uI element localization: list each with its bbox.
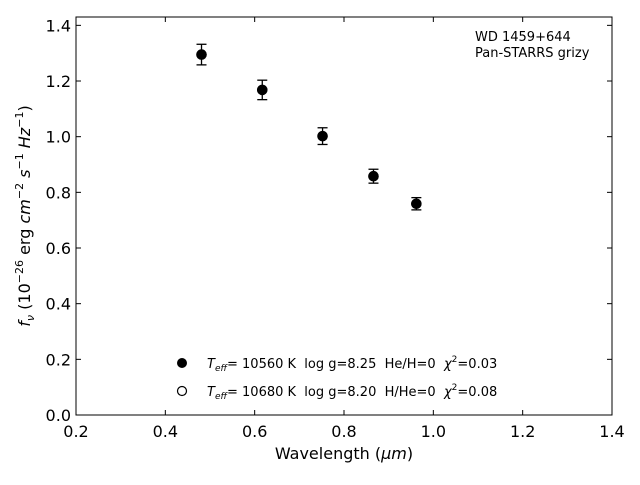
x-tick-label: 0.8: [331, 422, 356, 441]
data-marks: [196, 43, 422, 211]
y-tick-label: 0.6: [46, 239, 71, 258]
x-tick-label: 1.2: [510, 422, 535, 441]
data-point-filled: [256, 84, 268, 96]
y-tick-label: 0.0: [46, 406, 71, 425]
y-axis-label: fν (10−26 erg cm−2 s−1 Hz−1): [13, 105, 37, 326]
legend-marker-filled: [177, 358, 187, 368]
data-point-filled: [317, 130, 328, 142]
x-tick-label: 0.6: [242, 422, 267, 441]
legend: Teff= 10560 K log g=8.25 He/H=0 χ2=0.03 …: [176, 355, 497, 402]
x-tick-label: 0.2: [63, 422, 88, 441]
y-tick-label: 0.2: [46, 350, 71, 369]
annotation-line-2: Pan-STARRS grizy: [475, 46, 590, 61]
x-axis-label: Wavelength (μm): [275, 444, 413, 463]
legend-entry-1: Teff= 10560 K log g=8.25 He/H=0 χ2=0.03: [207, 355, 497, 374]
data-point-filled: [196, 49, 207, 60]
annotation-line-1: WD 1459+644: [475, 30, 571, 45]
axis-ticks: 0.2 0.4 0.6 0.8 1.0 1.2 1.40.00.20.40.60.81.01…: [46, 16, 625, 441]
y-tick-label: 0.4: [46, 295, 71, 314]
y-tick-label: 0.8: [46, 183, 71, 202]
x-tick-label: 0.4: [153, 422, 178, 441]
x-tick-label: 1.0: [421, 422, 446, 441]
data-point-filled: [411, 198, 422, 210]
y-tick-label: 1.0: [46, 128, 71, 147]
x-tick-label: 1.4: [599, 422, 624, 441]
legend-marker-open: [176, 385, 188, 397]
y-tick-label: 1.4: [46, 16, 71, 35]
plot-frame: [75, 16, 613, 416]
data-point-filled: [368, 170, 379, 182]
y-tick-label: 1.2: [46, 72, 71, 91]
legend-entry-2: Teff= 10680 K log g=8.20 H/He=0 χ2=0.08: [207, 383, 497, 402]
